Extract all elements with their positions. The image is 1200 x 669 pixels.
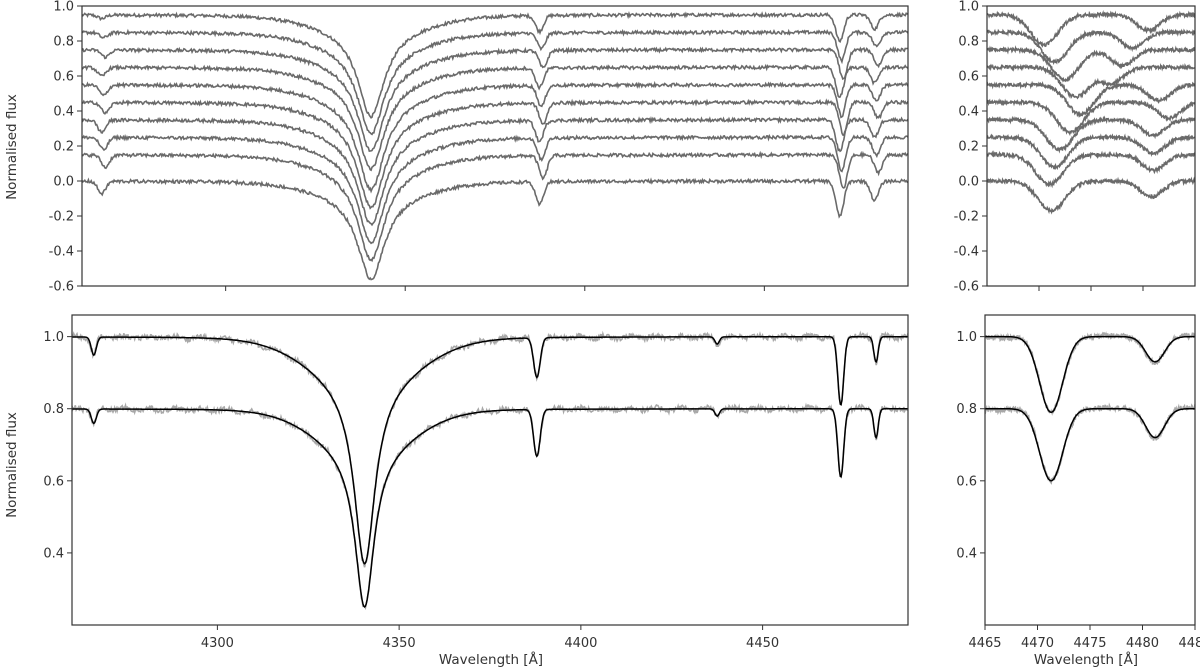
y-tick-label: -0.6	[49, 280, 74, 295]
y-tick-label: 0.6	[956, 474, 977, 489]
axes-frame	[71, 314, 909, 626]
axes-frame	[986, 5, 1196, 287]
observed-spectrum-line	[985, 402, 1195, 485]
y-tick-label: 1.0	[43, 330, 64, 345]
axes-frame	[81, 5, 909, 287]
x-tick-label: 4480	[1126, 636, 1159, 651]
y-tick-label: -0.2	[49, 210, 74, 225]
x-tick-label: 4465	[968, 636, 1001, 651]
y-tick-label: 0.6	[43, 474, 64, 489]
epoch-spectrum-line	[82, 98, 908, 210]
epoch-spectrum-line	[82, 63, 908, 172]
y-tick-label: 1.0	[958, 0, 979, 15]
y-tick-label: 0.2	[53, 140, 74, 155]
epoch-spectrum-line	[82, 10, 908, 119]
x-tick-label: 4485	[1178, 636, 1200, 651]
epoch-spectrum-line	[987, 80, 1195, 118]
epoch-spectrum-line	[987, 133, 1195, 170]
panel-bottom-left: 0.4 0.6 0.8 1.0 4300 4350 4400 4450	[43, 314, 909, 651]
epoch-spectrum-line	[82, 28, 908, 136]
x-tick-label: 4475	[1073, 636, 1106, 651]
x-tick-label: 4450	[746, 636, 779, 651]
panel-bottom-right: 0.4 0.6 0.8 1.0 4465 4470 4475 4480 4485	[956, 314, 1200, 651]
model-spectrum-line	[985, 407, 1195, 482]
plot-area	[82, 10, 908, 281]
y-tick-label: 0.0	[958, 175, 979, 190]
epoch-spectrum-line	[987, 62, 1195, 100]
panel-top-right: -0.6 -0.4 -0.2 0.0 0.2 0.4 0.6 0.8 1.0	[954, 0, 1196, 295]
epoch-spectrum-line	[82, 150, 908, 263]
y-tick-label: 0.4	[956, 546, 977, 561]
y-tick-label: 0.2	[958, 140, 979, 155]
y-axis-label-top: Normalised flux	[4, 94, 20, 200]
y-tick-label: 1.0	[956, 330, 977, 345]
epoch-spectrum-line	[987, 45, 1195, 83]
y-tick-label: 0.4	[53, 105, 74, 120]
x-tick-label: 4400	[564, 636, 597, 651]
axes-frame	[984, 314, 1196, 626]
epoch-spectrum-line	[987, 150, 1195, 189]
x-tick-label: 4350	[383, 636, 416, 651]
plot-area	[987, 10, 1195, 215]
epoch-spectrum-line	[987, 115, 1195, 154]
y-tick-label: 1.0	[53, 0, 74, 15]
epoch-spectrum-line	[987, 10, 1195, 48]
epoch-spectrum-line	[82, 133, 908, 245]
y-tick-label: 0.8	[43, 402, 64, 417]
panel-top-left: -0.6 -0.4 -0.2 0.0 0.2 0.4 0.6 0.8 1.0	[49, 0, 909, 295]
x-tick-label: 4470	[1021, 636, 1054, 651]
plot-area	[985, 331, 1195, 485]
model-spectrum-line	[72, 335, 908, 565]
observed-spectrum-line	[72, 330, 908, 568]
y-tick-label: -0.6	[954, 280, 979, 295]
y-tick-label: 0.8	[53, 35, 74, 50]
observed-spectrum-line	[72, 402, 908, 611]
epoch-spectrum-line	[82, 80, 908, 194]
plot-area	[72, 330, 908, 611]
y-tick-label: -0.4	[954, 245, 979, 260]
y-tick-label: 0.4	[43, 546, 64, 561]
y-tick-label: 0.0	[53, 175, 74, 190]
y-tick-label: 0.8	[956, 402, 977, 417]
y-axis-label-bottom: Normalised flux	[4, 412, 20, 518]
x-axis-label-bottom-right: Wavelength [Å]	[1034, 651, 1138, 668]
model-spectrum-line	[72, 408, 908, 609]
x-tick-label: 4300	[201, 636, 234, 651]
x-axis-label-bottom-left: Wavelength [Å]	[439, 651, 543, 668]
y-tick-label: -0.4	[49, 245, 74, 260]
model-spectrum-line	[985, 335, 1195, 414]
epoch-spectrum-line	[987, 98, 1195, 137]
epoch-spectrum-line	[82, 46, 908, 152]
epoch-spectrum-line	[987, 27, 1195, 66]
epoch-spectrum-line	[82, 115, 908, 227]
epoch-spectrum-line	[82, 177, 908, 281]
y-tick-label: 0.6	[958, 70, 979, 85]
y-tick-label: 0.8	[958, 35, 979, 50]
y-tick-label: -0.2	[954, 210, 979, 225]
y-tick-label: 0.4	[958, 105, 979, 120]
epoch-spectrum-line	[987, 176, 1195, 215]
observed-spectrum-line	[985, 331, 1195, 416]
y-tick-label: 0.6	[53, 70, 74, 85]
